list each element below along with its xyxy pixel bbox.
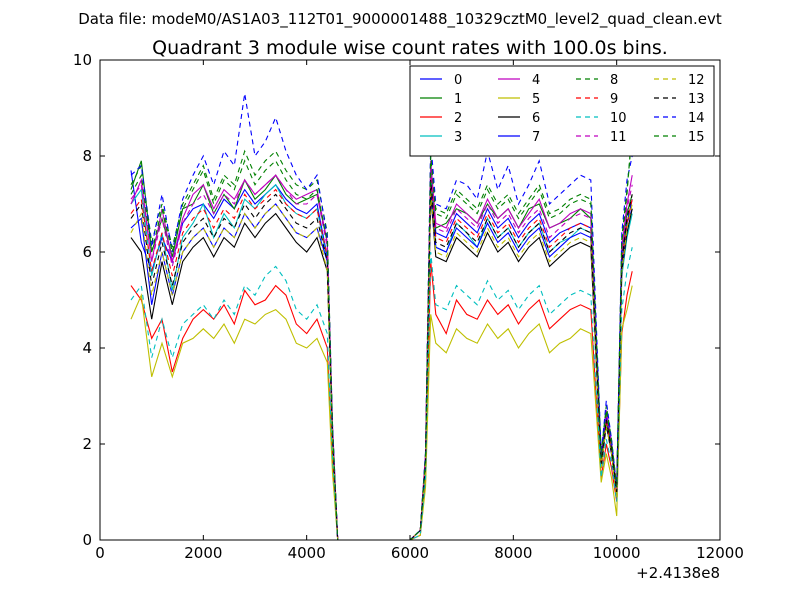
y-tick-label: 6	[82, 243, 92, 261]
x-axis-offset-label: +2.4138e8	[636, 564, 720, 582]
x-tick-label: 0	[95, 544, 105, 562]
series-line-15	[130, 127, 633, 541]
y-tick-label: 0	[82, 531, 92, 549]
legend-label-2: 2	[454, 111, 462, 126]
legend-label-1: 1	[454, 92, 462, 107]
data-file-label: Data file: modeM0/AS1A03_112T01_90000014…	[78, 10, 722, 29]
legend-label-10: 10	[610, 111, 627, 126]
legend-label-5: 5	[532, 92, 540, 107]
legend-label-6: 6	[532, 111, 540, 126]
series-line-14	[130, 93, 633, 541]
legend-label-14: 14	[688, 111, 705, 126]
legend-label-12: 12	[688, 73, 705, 88]
series-line-5	[130, 285, 633, 541]
x-tick-labels: 0 2000 4000 6000 8000 10000 12000	[95, 544, 744, 562]
y-tick-label: 4	[82, 339, 92, 357]
legend-label-3: 3	[454, 130, 462, 145]
legend-label-0: 0	[454, 73, 462, 88]
series-layer	[130, 93, 633, 541]
x-tick-label: 12000	[696, 544, 744, 562]
legend-label-11: 11	[610, 130, 627, 145]
x-tick-label: 4000	[288, 544, 326, 562]
y-tick-label: 2	[82, 435, 92, 453]
legend-label-7: 7	[532, 130, 540, 145]
legend-box	[409, 65, 715, 157]
series-line-12	[130, 189, 633, 541]
y-tick-label: 10	[73, 51, 92, 69]
series-line-13	[130, 179, 633, 541]
legend-label-15: 15	[688, 130, 705, 145]
x-tick-label: 2000	[184, 544, 222, 562]
y-tick-labels: 0 2 4 6 8 10	[73, 51, 92, 549]
y-tick-label: 8	[82, 147, 92, 165]
chart-title: Quadrant 3 module wise count rates with …	[152, 37, 668, 59]
legend-label-4: 4	[532, 73, 540, 88]
legend-label-9: 9	[610, 92, 618, 107]
legend-label-13: 13	[688, 92, 705, 107]
legend-label-8: 8	[610, 73, 618, 88]
x-tick-label: 10000	[593, 544, 641, 562]
plot-frame	[99, 59, 721, 541]
x-tick-label: 6000	[391, 544, 429, 562]
x-tick-label: 8000	[494, 544, 532, 562]
series-line-8	[130, 131, 633, 541]
